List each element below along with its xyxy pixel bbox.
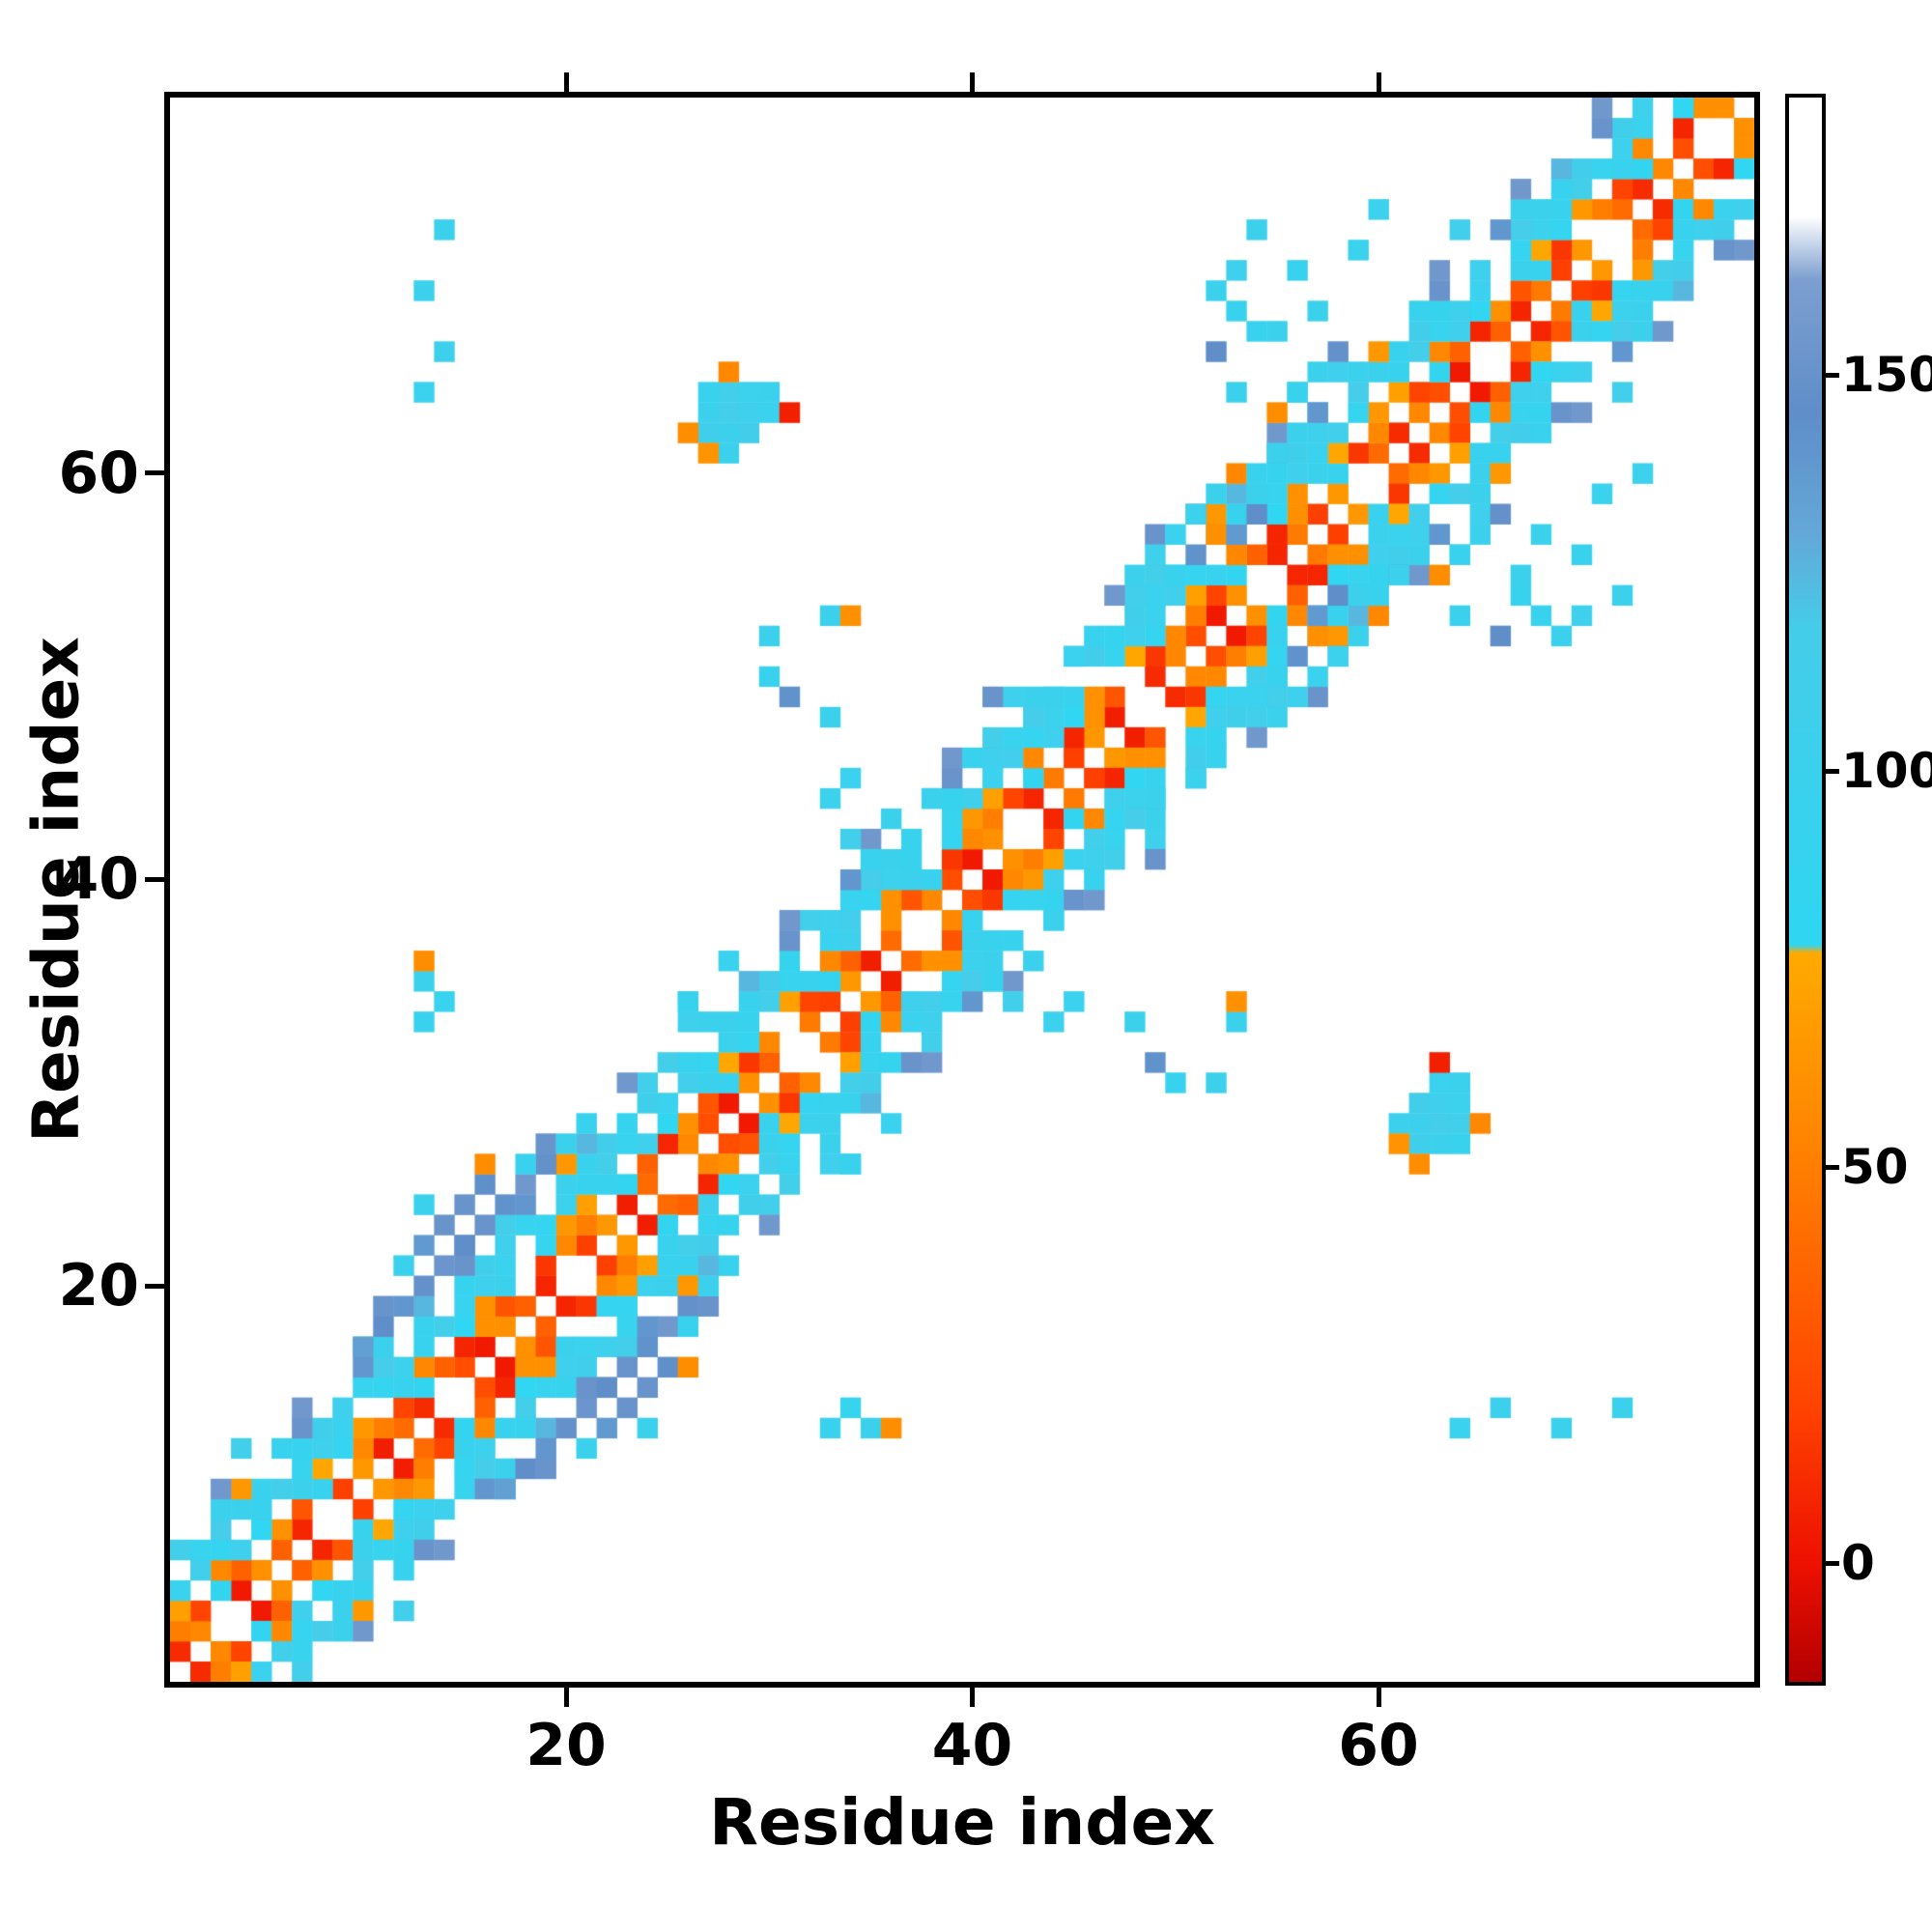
tick-mark <box>1826 1560 1839 1566</box>
colorbar-canvas <box>1789 98 1822 1682</box>
tick-mark <box>563 72 569 92</box>
colorbar-tick-label: 150 <box>1841 347 1932 403</box>
tick-mark <box>970 72 975 92</box>
colorbar-tick-label: 0 <box>1841 1535 1875 1591</box>
y-tick-label: 20 <box>58 1252 140 1320</box>
tick-mark <box>1826 1164 1839 1170</box>
heatmap-plot <box>164 92 1760 1688</box>
tick-mark <box>1376 72 1381 92</box>
colorbar-tick-label: 100 <box>1841 743 1932 799</box>
tick-mark <box>1826 372 1839 378</box>
x-tick-label: 20 <box>526 1712 607 1779</box>
x-tick-label: 60 <box>1338 1712 1419 1779</box>
colorbar-tick-label: 50 <box>1841 1139 1909 1195</box>
y-tick-label: 60 <box>58 439 140 507</box>
tick-mark <box>145 1283 164 1289</box>
tick-mark <box>563 1688 569 1707</box>
y-tick-label: 40 <box>58 845 140 914</box>
tick-mark <box>970 1688 975 1707</box>
tick-mark <box>1376 1688 1381 1707</box>
colorbar <box>1785 94 1826 1686</box>
x-axis-label: Residue index <box>709 1785 1215 1860</box>
x-tick-label: 40 <box>931 1712 1013 1779</box>
tick-mark <box>145 470 164 476</box>
tick-mark <box>145 876 164 882</box>
heatmap-canvas <box>170 98 1754 1682</box>
tick-mark <box>1826 768 1839 774</box>
